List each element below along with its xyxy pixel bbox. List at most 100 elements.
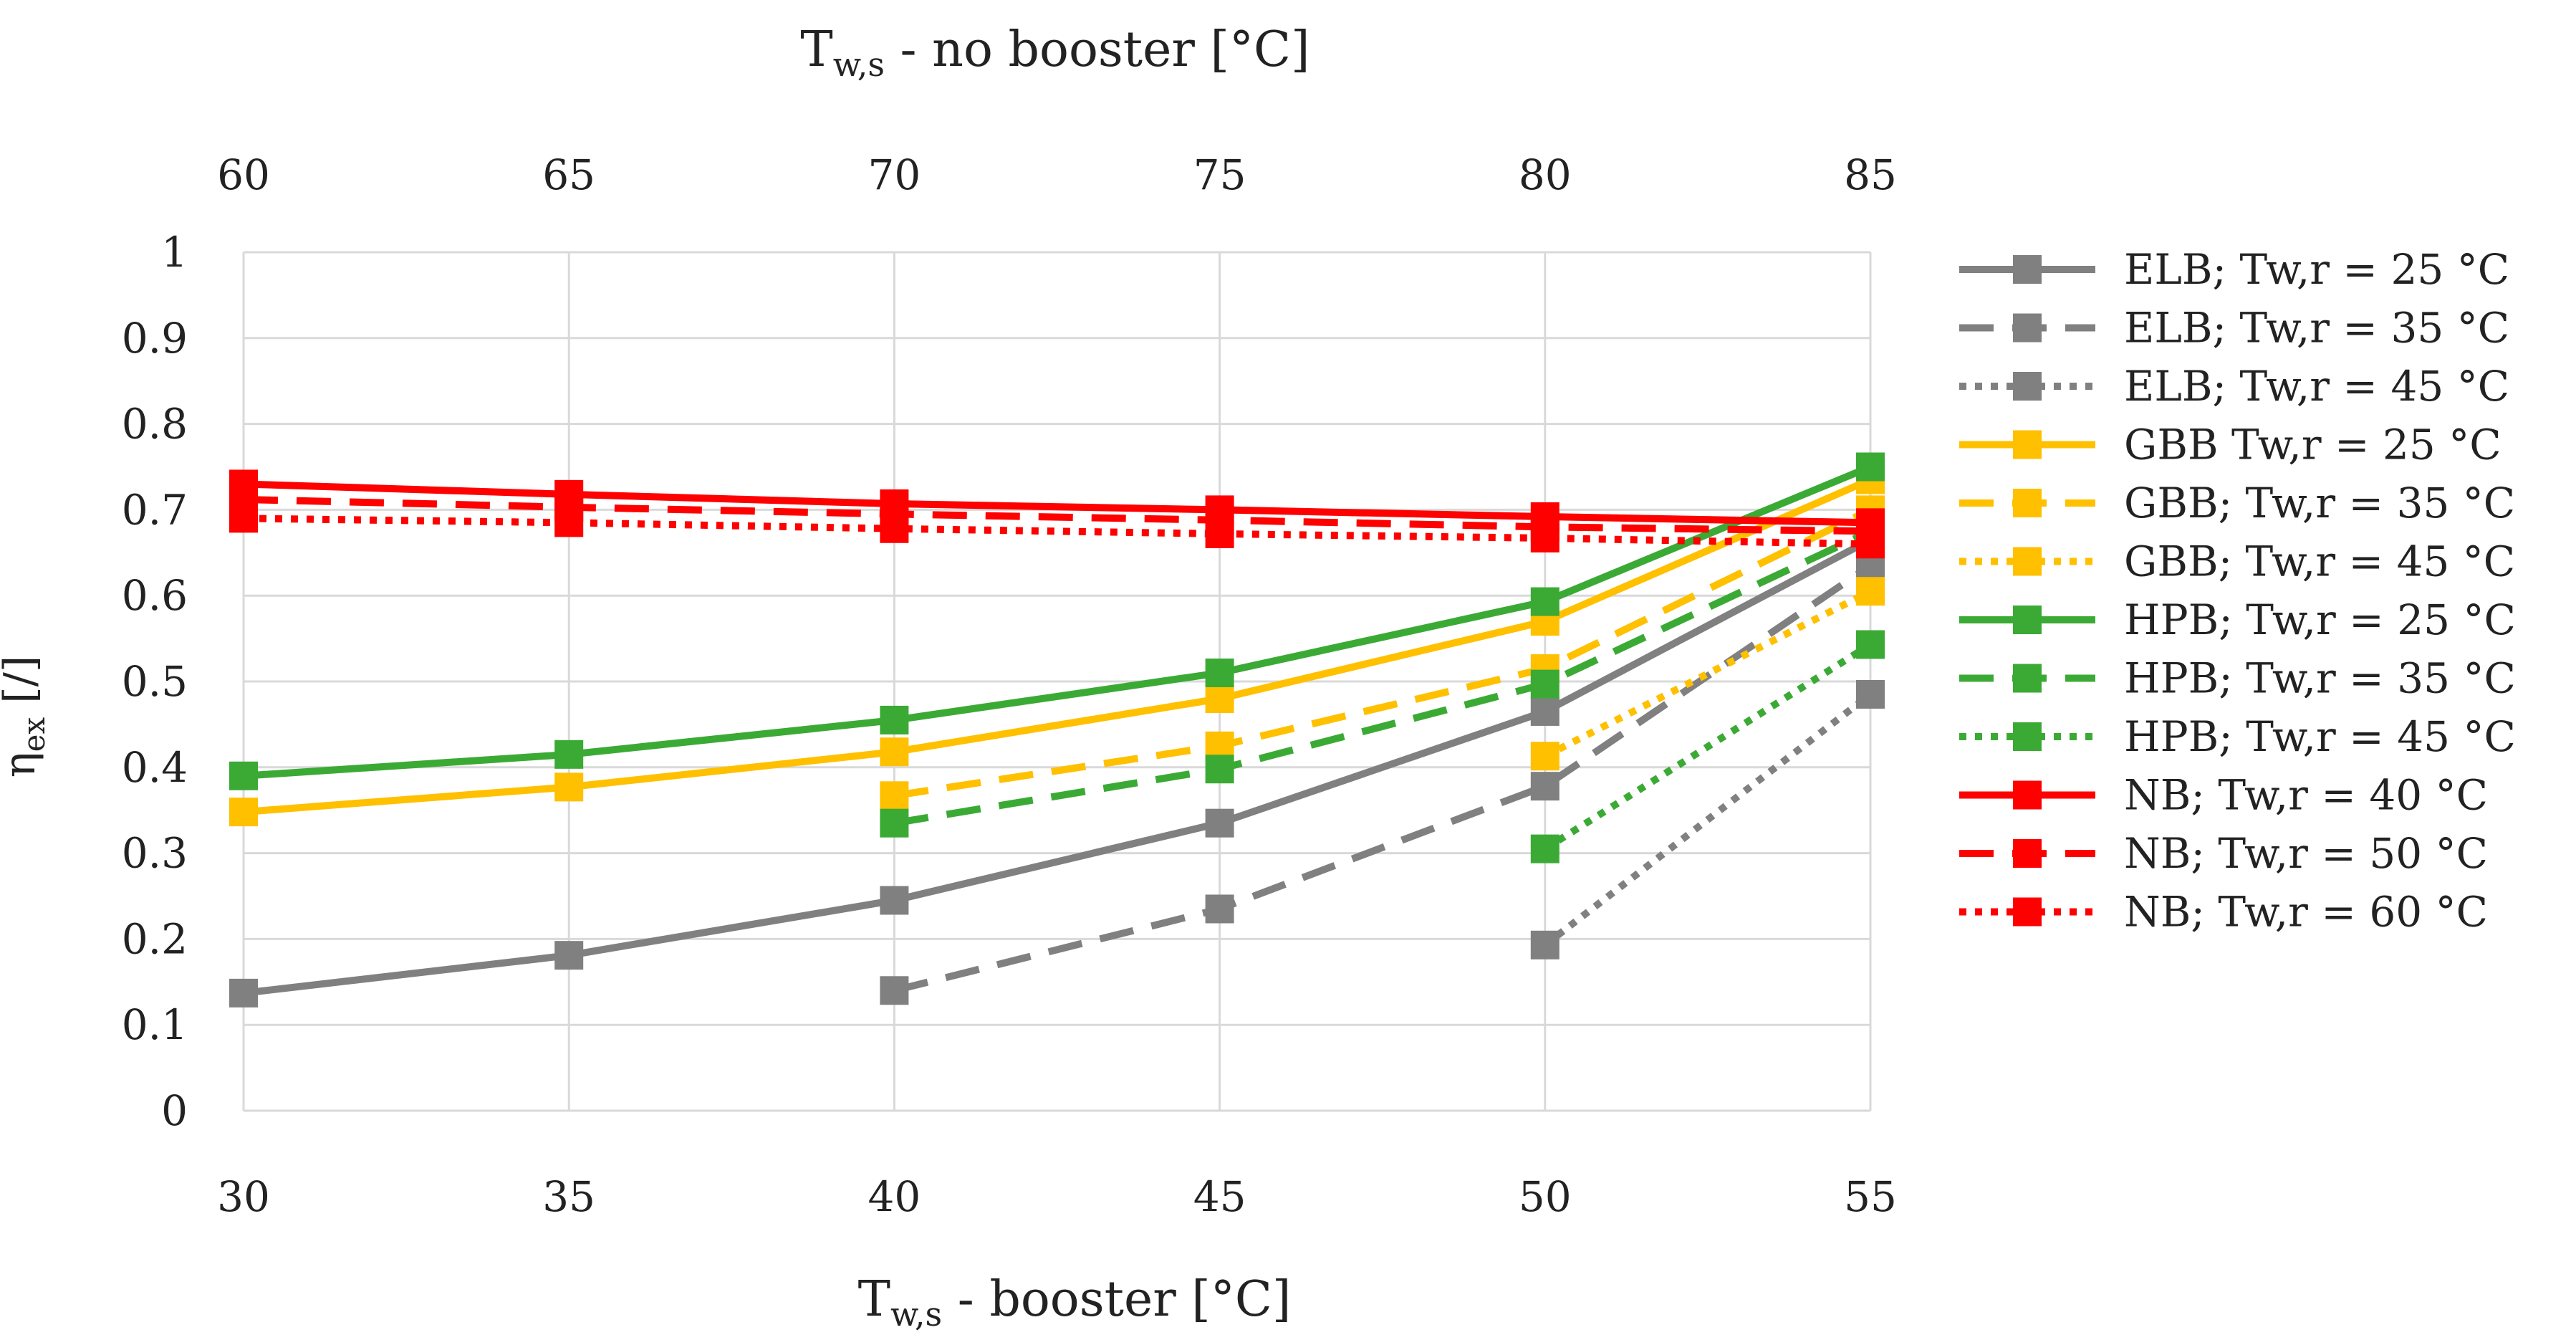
data-series (229, 452, 1885, 1008)
data-point-marker (554, 508, 584, 537)
data-point-marker (1856, 679, 1885, 709)
legend-label: NB; Tw,r = 40 °C (2124, 771, 2488, 820)
legend-label: NB; Tw,r = 60 °C (2124, 888, 2488, 937)
y-axis-label-sub: ex (16, 717, 52, 752)
data-point-marker (554, 740, 584, 769)
y-axis-label-main: η (0, 752, 45, 777)
y-tick-label: 0.1 (122, 1000, 188, 1049)
legend-entry: GBB; Tw,r = 45 °C (1959, 537, 2515, 586)
y-tick-label: 0.3 (122, 829, 188, 878)
legend-marker (2013, 664, 2042, 693)
data-point-marker (229, 761, 258, 790)
legend-entry: HPB; Tw,r = 25 °C (1959, 595, 2516, 644)
series-group (229, 504, 1885, 559)
legend-marker (2013, 897, 2042, 927)
top-x-tick-label: 65 (542, 150, 595, 199)
x-tick-label: 30 (217, 1172, 270, 1221)
x-tick-label: 45 (1193, 1172, 1246, 1221)
y-tick-label: 0.6 (122, 571, 188, 620)
legend-entry: ELB; Tw,r = 45 °C (1959, 362, 2509, 411)
data-point-marker (229, 978, 258, 1008)
legend-label: NB; Tw,r = 50 °C (2124, 829, 2488, 878)
data-point-marker (880, 886, 909, 915)
data-point-marker (1530, 587, 1559, 616)
legend-entry: GBB Tw,r = 25 °C (1959, 421, 2501, 469)
legend: ELB; Tw,r = 25 °C ELB; Tw,r = 35 °C ELB; T… (1959, 245, 2516, 937)
series-line (1543, 588, 1873, 760)
y-tick-label: 0.5 (122, 657, 188, 706)
series-group (229, 452, 1885, 790)
series-group (1530, 630, 1885, 863)
data-point-marker (880, 514, 909, 543)
series-line (243, 515, 1871, 548)
legend-entry: HPB; Tw,r = 45 °C (1959, 712, 2516, 761)
series-group (880, 517, 1885, 838)
x-axis-label: Tw,s - booster [°C] (858, 1271, 1292, 1334)
legend-entry: GBB; Tw,r = 35 °C (1959, 479, 2515, 527)
series-line (893, 506, 1873, 800)
top-x-tick-label: 70 (868, 150, 921, 199)
legend-marker (2013, 606, 2042, 634)
y-tick-label: 0.8 (122, 400, 188, 449)
series-group (229, 525, 1885, 1008)
data-point-marker (1205, 808, 1234, 838)
y-tick-label: 1 (161, 228, 188, 277)
x-tick-label: 40 (868, 1172, 921, 1221)
x-tick-label: 55 (1844, 1172, 1897, 1221)
series-line (243, 496, 1871, 535)
series-line (893, 563, 1873, 995)
legend-entry: NB; Tw,r = 40 °C (1959, 771, 2488, 820)
y-tick-label: 0.4 (122, 743, 188, 792)
series-group (880, 551, 1885, 1005)
top-x-tick-label: 80 (1519, 150, 1572, 199)
data-point-marker (229, 798, 258, 827)
top-axis-label-main: T (800, 21, 832, 78)
data-point-marker (1856, 577, 1885, 606)
data-point-marker (1856, 452, 1885, 482)
data-point-marker (1530, 742, 1559, 771)
series-group (1530, 679, 1885, 959)
legend-entry: ELB; Tw,r = 25 °C (1959, 245, 2509, 294)
top-x-tick-label: 85 (1844, 150, 1897, 199)
data-point-marker (880, 781, 909, 810)
x-tick-label: 35 (542, 1172, 595, 1221)
legend-label: HPB; Tw,r = 45 °C (2124, 712, 2516, 761)
legend-entry: NB; Tw,r = 60 °C (1959, 888, 2488, 937)
series-line (243, 480, 1871, 527)
legend-entry: HPB; Tw,r = 35 °C (1959, 654, 2516, 703)
legend-marker (2013, 255, 2042, 284)
top-axis-label-suffix: - no booster [°C] (885, 21, 1310, 78)
top-x-tick-label: 75 (1193, 150, 1246, 199)
top-axis-label-sub: w,s (833, 45, 885, 84)
legend-label: GBB; Tw,r = 35 °C (2124, 479, 2515, 527)
legend-marker (2013, 430, 2042, 459)
legend-marker (2013, 313, 2042, 343)
data-point-marker (880, 808, 909, 838)
data-point-marker (1530, 930, 1559, 959)
legend-entry: NB; Tw,r = 50 °C (1959, 829, 2488, 878)
gridlines (242, 251, 1872, 1112)
data-point-marker (880, 705, 909, 734)
data-point-marker (229, 504, 258, 533)
legend-marker (2013, 839, 2042, 868)
y-tick-label: 0 (161, 1086, 188, 1135)
series-line (243, 476, 1872, 816)
legend-label: ELB; Tw,r = 35 °C (2124, 304, 2509, 353)
series-group (1530, 577, 1885, 771)
x-axis-label-suffix: - booster [°C] (942, 1271, 1291, 1328)
legend-entry: ELB; Tw,r = 35 °C (1959, 304, 2509, 353)
series-line (1543, 641, 1873, 852)
legend-label: HPB; Tw,r = 25 °C (2124, 595, 2516, 644)
data-point-marker (1205, 894, 1234, 924)
data-point-marker (554, 941, 584, 970)
legend-label: HPB; Tw,r = 35 °C (2124, 654, 2516, 703)
legend-marker (2013, 547, 2042, 576)
data-point-marker (1530, 523, 1559, 552)
series-line (1542, 691, 1873, 948)
data-point-marker (1205, 684, 1234, 713)
y-axis-label-suffix: [/] (0, 656, 45, 717)
y-tick-label: 0.9 (122, 314, 188, 363)
data-point-marker (1530, 772, 1559, 801)
data-point-marker (880, 737, 909, 767)
